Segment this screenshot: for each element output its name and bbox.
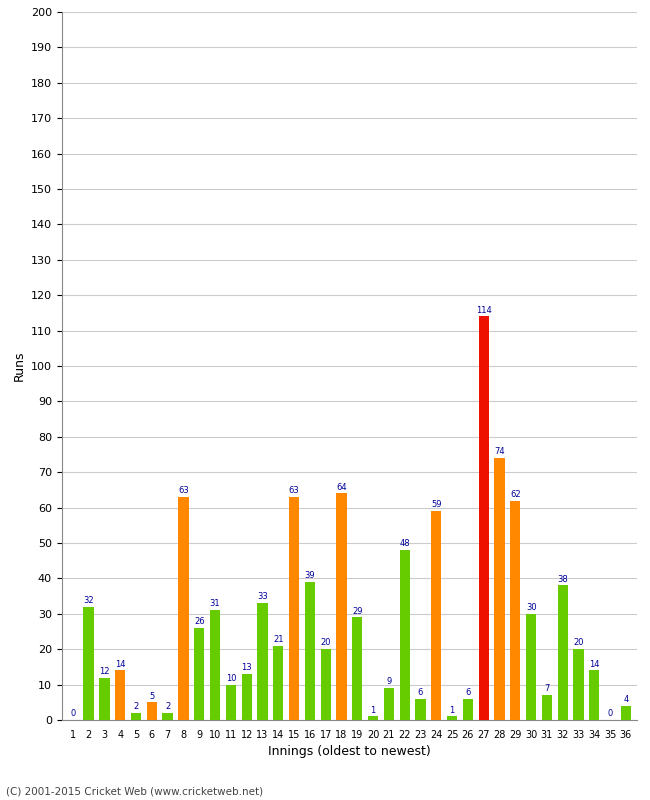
Text: 12: 12 <box>99 666 110 676</box>
Text: 2: 2 <box>165 702 170 711</box>
Text: 38: 38 <box>557 574 568 584</box>
Text: 13: 13 <box>241 663 252 672</box>
Bar <box>147 702 157 720</box>
Text: 7: 7 <box>544 685 550 694</box>
Text: 0: 0 <box>70 710 75 718</box>
Text: 32: 32 <box>83 596 94 605</box>
Text: 39: 39 <box>305 571 315 580</box>
Bar <box>273 646 283 720</box>
Text: 20: 20 <box>320 638 331 647</box>
Text: 20: 20 <box>573 638 584 647</box>
Bar <box>289 497 299 720</box>
Bar <box>558 586 568 720</box>
Bar <box>242 674 252 720</box>
Bar <box>415 698 426 720</box>
Bar <box>447 717 457 720</box>
Text: 2: 2 <box>133 702 138 711</box>
Text: 26: 26 <box>194 617 205 626</box>
Text: 30: 30 <box>526 603 536 612</box>
Bar <box>83 606 94 720</box>
Text: 5: 5 <box>150 691 155 701</box>
Text: 48: 48 <box>399 539 410 548</box>
Text: 0: 0 <box>608 710 613 718</box>
Bar <box>162 713 173 720</box>
Text: 59: 59 <box>431 500 441 510</box>
Text: 1: 1 <box>370 706 376 714</box>
Y-axis label: Runs: Runs <box>12 350 25 382</box>
Text: 63: 63 <box>289 486 300 495</box>
Bar <box>194 628 204 720</box>
Bar <box>210 610 220 720</box>
Bar <box>589 670 599 720</box>
Bar <box>542 695 552 720</box>
Bar <box>257 603 268 720</box>
Bar <box>131 713 141 720</box>
Text: 74: 74 <box>494 447 505 456</box>
Text: 14: 14 <box>115 660 125 669</box>
Text: 29: 29 <box>352 606 363 615</box>
Bar <box>621 706 631 720</box>
Bar <box>478 317 489 720</box>
Bar <box>178 497 188 720</box>
Text: 6: 6 <box>418 688 423 697</box>
Bar <box>463 698 473 720</box>
Text: 10: 10 <box>226 674 236 683</box>
Bar <box>573 650 584 720</box>
Bar <box>320 650 331 720</box>
Bar <box>368 717 378 720</box>
Bar <box>431 511 441 720</box>
Bar <box>526 614 536 720</box>
Text: 21: 21 <box>273 635 283 644</box>
Bar <box>115 670 125 720</box>
Text: 64: 64 <box>336 482 347 492</box>
Bar <box>336 494 346 720</box>
Text: 63: 63 <box>178 486 188 495</box>
Text: 1: 1 <box>449 706 455 714</box>
Bar <box>99 678 110 720</box>
Bar <box>352 618 363 720</box>
Text: 114: 114 <box>476 306 491 314</box>
Text: 31: 31 <box>210 599 220 609</box>
Text: 33: 33 <box>257 593 268 602</box>
Text: 14: 14 <box>589 660 599 669</box>
Text: 9: 9 <box>386 678 391 686</box>
Bar <box>510 501 521 720</box>
Text: 6: 6 <box>465 688 471 697</box>
Bar <box>400 550 410 720</box>
Bar <box>495 458 504 720</box>
Text: 62: 62 <box>510 490 521 498</box>
Text: 4: 4 <box>623 695 629 704</box>
X-axis label: Innings (oldest to newest): Innings (oldest to newest) <box>268 746 431 758</box>
Bar <box>384 688 394 720</box>
Text: (C) 2001-2015 Cricket Web (www.cricketweb.net): (C) 2001-2015 Cricket Web (www.cricketwe… <box>6 786 264 796</box>
Bar <box>305 582 315 720</box>
Bar <box>226 685 236 720</box>
